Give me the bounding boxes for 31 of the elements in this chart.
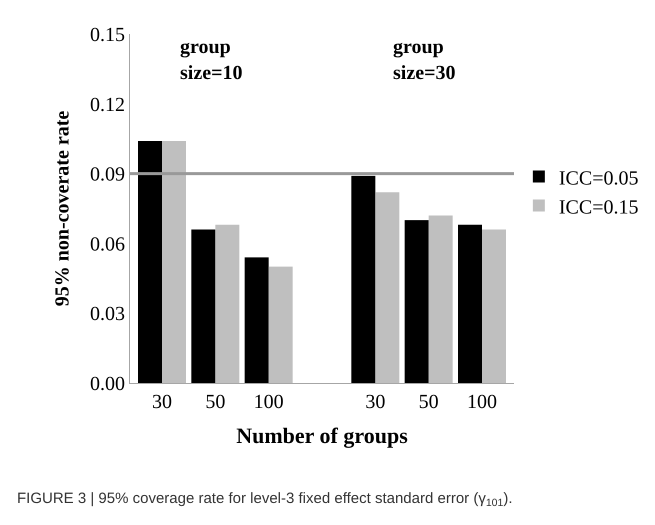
bar <box>162 141 186 383</box>
x-tick-label: 50 <box>418 391 439 413</box>
x-tick-label: 100 <box>254 391 284 413</box>
bar <box>351 176 376 383</box>
legend-label: ICC=0.15 <box>558 196 638 218</box>
bar <box>458 224 482 383</box>
annotation: group size=10 <box>180 36 242 84</box>
x-axis-title: Number of groups <box>236 422 408 448</box>
bar <box>268 266 293 383</box>
y-axis-title: 95% non-coverate rate <box>52 110 74 306</box>
bar <box>138 141 162 383</box>
caption: FIGURE 3 | 95% coverage rate for level-3 fixed effect standard error (γ$_{101}$). <box>17 490 513 510</box>
y-tick-label: 0.00 <box>90 373 125 395</box>
y-tick-label: 0.03 <box>90 303 125 326</box>
x-tick-label: 30 <box>152 391 172 413</box>
y-tick-label: 0.06 <box>90 233 125 256</box>
annotation: group size=30 <box>393 36 456 84</box>
bar <box>428 215 453 383</box>
bar <box>191 229 216 383</box>
legend-label: ICC=0.05 <box>558 167 638 190</box>
bar <box>404 220 429 383</box>
y-tick-label: 0.12 <box>90 94 125 116</box>
bar <box>244 257 269 383</box>
x-tick-label: 100 <box>467 391 497 413</box>
x-tick-label: 30 <box>365 391 386 413</box>
bar <box>375 192 400 383</box>
y-tick-label: 0.15 <box>90 24 125 46</box>
bar <box>482 229 506 383</box>
bar <box>215 224 240 383</box>
y-tick-label: 0.09 <box>90 164 125 186</box>
x-tick-label: 50 <box>205 391 226 413</box>
